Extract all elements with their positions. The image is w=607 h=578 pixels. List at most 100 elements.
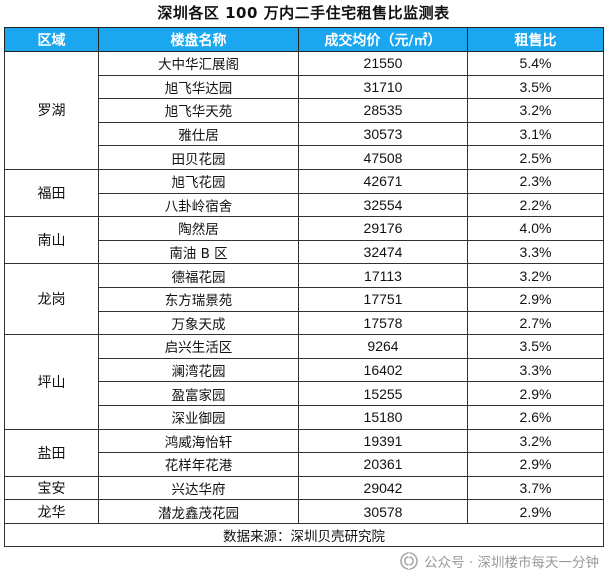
avg-price-cell: 30578 <box>298 499 468 524</box>
table-row: 万象天成 17578 2.7% <box>5 310 604 336</box>
estate-name-cell: 旭飞华天苑 <box>98 98 299 123</box>
rent-to-price-table: 区域 楼盘名称 成交均价（元/㎡） 租售比 罗湖 大中华汇展阁 21550 5.4% 旭… <box>4 27 604 548</box>
table-row: 宝安 兴达华府 29042 3.7% <box>4 475 604 501</box>
table-row: 龙岗 德福花园 17113 3.2% <box>4 263 604 336</box>
estate-name-cell: 八卦岭宿舍 <box>98 192 299 218</box>
rent-ratio-cell: 3.5% <box>467 334 604 359</box>
estate-name-cell: 启兴生活区 <box>98 334 299 359</box>
rent-ratio-cell: 3.2% <box>467 428 604 454</box>
avg-price-cell: 15255 <box>298 381 468 406</box>
table-row: 旭飞华天苑 28535 3.2% <box>5 98 604 123</box>
avg-price-cell: 28535 <box>298 98 468 123</box>
rent-ratio-cell: 2.9% <box>467 286 604 312</box>
rent-ratio-cell: 3.2% <box>467 98 604 123</box>
table-title: 深圳各区 100 万内二手住宅租售比监测表 <box>157 4 450 22</box>
table-row: 坪山 启兴生活区 9264 3.5% <box>4 334 604 430</box>
table-row: 旭飞华达园 31710 3.5% <box>5 74 604 100</box>
table-row: 花样年花港 20361 2.9% <box>5 452 604 477</box>
rent-ratio-cell: 2.6% <box>467 404 604 430</box>
estate-name-cell: 鸿威海怡轩 <box>98 428 299 454</box>
avg-price-cell: 20361 <box>298 452 468 477</box>
estate-name-cell: 万象天成 <box>98 310 299 336</box>
rent-ratio-cell: 2.7% <box>467 310 604 336</box>
district-cell: 宝安 <box>4 475 99 501</box>
watermark: 公众号 · 深圳楼市每天一分钟 <box>400 551 599 571</box>
estate-name-cell: 田贝花园 <box>98 145 299 170</box>
column-header-district: 区域 <box>4 27 99 52</box>
estate-name-cell: 德福花园 <box>98 263 299 288</box>
avg-price-cell: 29042 <box>298 475 468 501</box>
rent-ratio-cell: 5.4% <box>467 51 604 76</box>
rent-ratio-cell: 3.1% <box>467 121 604 147</box>
estate-name-cell: 陶然居 <box>98 216 299 241</box>
table-row: 盈富家园 15255 2.9% <box>5 381 604 406</box>
rent-ratio-cell: 3.2% <box>467 263 604 288</box>
district-cell: 龙华 <box>4 499 99 524</box>
source-note: 数据来源：深圳贝壳研究院 <box>4 522 604 548</box>
table-row: 东方瑞景苑 17751 2.9% <box>5 286 604 312</box>
table-row: 福田 旭飞花园 42671 2.3% <box>4 168 604 218</box>
rent-ratio-cell: 2.9% <box>467 452 604 477</box>
watermark-text: 公众号 · 深圳楼市每天一分钟 <box>424 555 599 571</box>
table-body: 罗湖 大中华汇展阁 21550 5.4% 旭飞华达园 31710 3.5% 旭飞华天苑 2853… <box>4 51 604 524</box>
table-row: 深业御园 15180 2.6% <box>5 404 604 430</box>
avg-price-cell: 32554 <box>298 192 468 218</box>
estate-name-cell: 花样年花港 <box>98 452 299 477</box>
rent-ratio-cell: 2.5% <box>467 145 604 170</box>
wechat-official-account-icon <box>400 552 418 570</box>
avg-price-cell: 31710 <box>298 74 468 100</box>
avg-price-cell: 17113 <box>298 263 468 288</box>
rent-ratio-cell: 2.2% <box>467 192 604 218</box>
rent-ratio-cell: 3.3% <box>467 357 604 383</box>
estate-name-cell: 澜湾花园 <box>98 357 299 383</box>
avg-price-cell: 29176 <box>298 216 468 241</box>
estate-name-cell: 深业御园 <box>98 404 299 430</box>
table-row: 澜湾花园 16402 3.3% <box>5 357 604 383</box>
estate-name-cell: 盈富家园 <box>98 381 299 406</box>
district-cell: 盐田 <box>4 428 99 477</box>
district-cell: 坪山 <box>4 334 99 430</box>
column-header-ratio: 租售比 <box>467 27 604 52</box>
avg-price-cell: 19391 <box>298 428 468 454</box>
table-row: 八卦岭宿舍 32554 2.2% <box>5 192 604 218</box>
district-cell: 福田 <box>4 168 99 218</box>
avg-price-cell: 30573 <box>298 121 468 147</box>
avg-price-cell: 9264 <box>298 334 468 359</box>
rent-ratio-cell: 4.0% <box>467 216 604 241</box>
rent-ratio-cell: 3.7% <box>467 475 604 501</box>
avg-price-cell: 17578 <box>298 310 468 336</box>
estate-name-cell: 南油 B 区 <box>98 239 299 265</box>
table-row: 盐田 鸿威海怡轩 19391 3.2% <box>4 428 604 477</box>
rent-ratio-cell: 2.9% <box>467 381 604 406</box>
avg-price-cell: 42671 <box>298 168 468 194</box>
rent-ratio-cell: 3.5% <box>467 74 604 100</box>
rent-ratio-cell: 3.3% <box>467 239 604 265</box>
table-row: 南山 陶然居 29176 4.0% <box>4 216 604 265</box>
table-row: 罗湖 大中华汇展阁 21550 5.4% <box>4 51 604 170</box>
table-header-row: 区域 楼盘名称 成交均价（元/㎡） 租售比 <box>4 27 604 52</box>
rent-ratio-cell: 2.9% <box>467 499 604 524</box>
table-row: 南油 B 区 32474 3.3% <box>5 239 604 265</box>
avg-price-cell: 21550 <box>298 51 468 76</box>
estate-name-cell: 兴达华府 <box>98 475 299 501</box>
avg-price-cell: 16402 <box>298 357 468 383</box>
source-row: 数据来源：深圳贝壳研究院 <box>4 522 604 548</box>
estate-name-cell: 潜龙鑫茂花园 <box>98 499 299 524</box>
district-cell: 罗湖 <box>4 51 99 170</box>
table-row: 田贝花园 47508 2.5% <box>5 145 604 170</box>
table-row: 雅仕居 30573 3.1% <box>5 121 604 147</box>
avg-price-cell: 32474 <box>298 239 468 265</box>
avg-price-cell: 15180 <box>298 404 468 430</box>
rent-ratio-cell: 2.3% <box>467 168 604 194</box>
estate-name-cell: 旭飞华达园 <box>98 74 299 100</box>
column-header-price: 成交均价（元/㎡） <box>298 27 468 52</box>
column-header-estate: 楼盘名称 <box>98 27 299 52</box>
avg-price-cell: 17751 <box>298 286 468 312</box>
avg-price-cell: 47508 <box>298 145 468 170</box>
estate-name-cell: 东方瑞景苑 <box>98 286 299 312</box>
district-cell: 龙岗 <box>4 263 99 336</box>
estate-name-cell: 大中华汇展阁 <box>98 51 299 76</box>
table-row: 龙华 潜龙鑫茂花园 30578 2.9% <box>4 499 604 524</box>
district-cell: 南山 <box>4 216 99 265</box>
estate-name-cell: 雅仕居 <box>98 121 299 147</box>
